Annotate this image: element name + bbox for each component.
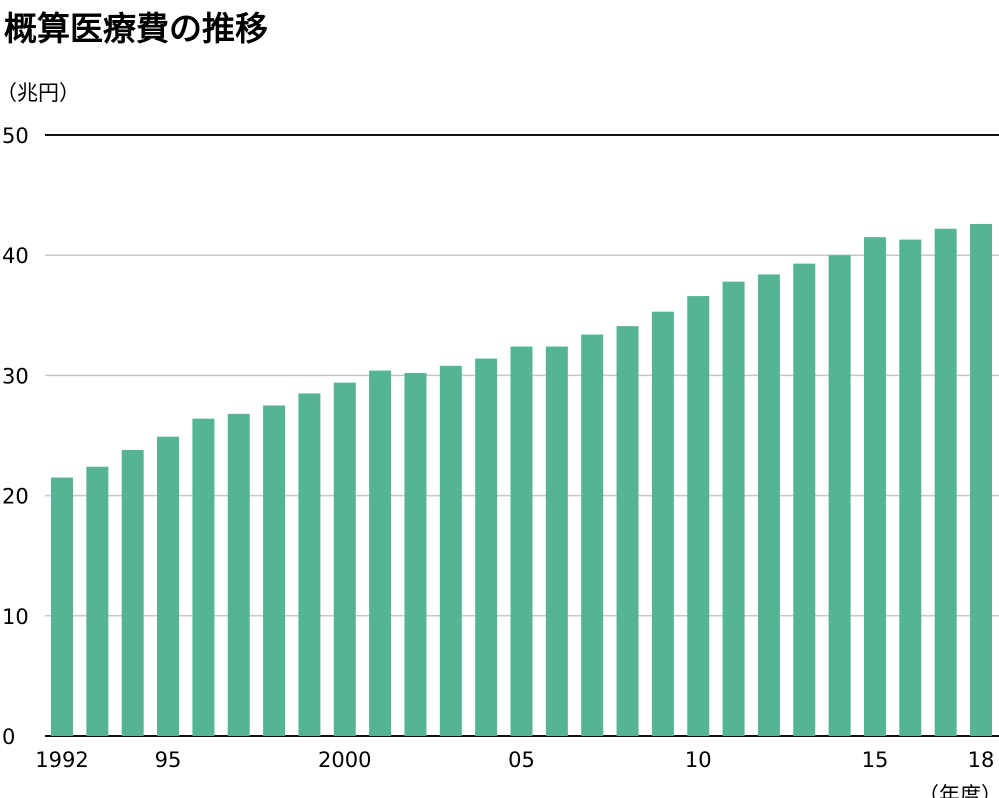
- bar: [651, 311, 674, 736]
- bar: [510, 346, 533, 736]
- bar: [439, 365, 462, 736]
- y-tick-label: 40: [2, 244, 29, 268]
- bar: [86, 466, 109, 736]
- x-tick-label: 1992: [35, 748, 88, 772]
- bar: [157, 436, 180, 736]
- bar: [227, 413, 250, 736]
- chart-title: 概算医療費の推移: [4, 9, 268, 48]
- bar: [121, 449, 144, 736]
- bar: [722, 281, 745, 736]
- x-axis-unit-label: （年度）: [918, 783, 999, 798]
- x-tick-label: 15: [862, 748, 889, 772]
- bar: [192, 418, 215, 736]
- bar: [687, 296, 710, 736]
- bar: [828, 255, 851, 736]
- x-tick-label: 05: [508, 748, 535, 772]
- bars: [51, 223, 992, 737]
- x-tick-label: 10: [685, 748, 712, 772]
- bar: [899, 239, 922, 736]
- y-tick-label: 50: [2, 124, 29, 148]
- bar: [475, 358, 498, 736]
- y-tick-label: 20: [2, 485, 29, 509]
- bar: [404, 372, 427, 736]
- x-tick-label: 18: [968, 748, 995, 772]
- x-tick-label: 2000: [318, 748, 371, 772]
- y-tick-label: 30: [2, 364, 29, 388]
- x-axis-ticks: 1992 95 2000 05 10 15 18: [35, 748, 994, 772]
- bar: [333, 382, 356, 736]
- bar: [263, 405, 286, 736]
- bar: [298, 393, 321, 736]
- bar: [369, 370, 392, 736]
- bar: [51, 477, 73, 736]
- y-axis-ticks: 0 10 20 30 40 50: [2, 124, 29, 749]
- bar: [970, 223, 992, 736]
- bar: [616, 326, 639, 736]
- x-tick-label: 95: [155, 748, 182, 772]
- y-axis-unit-label: （兆円）: [0, 81, 80, 105]
- bar: [863, 237, 886, 737]
- y-tick-label: 0: [2, 725, 15, 749]
- bar: [581, 334, 604, 736]
- bar: [793, 263, 816, 736]
- bar: [757, 274, 780, 736]
- bar: [934, 228, 957, 737]
- bar: [545, 346, 568, 736]
- y-tick-label: 10: [2, 605, 29, 629]
